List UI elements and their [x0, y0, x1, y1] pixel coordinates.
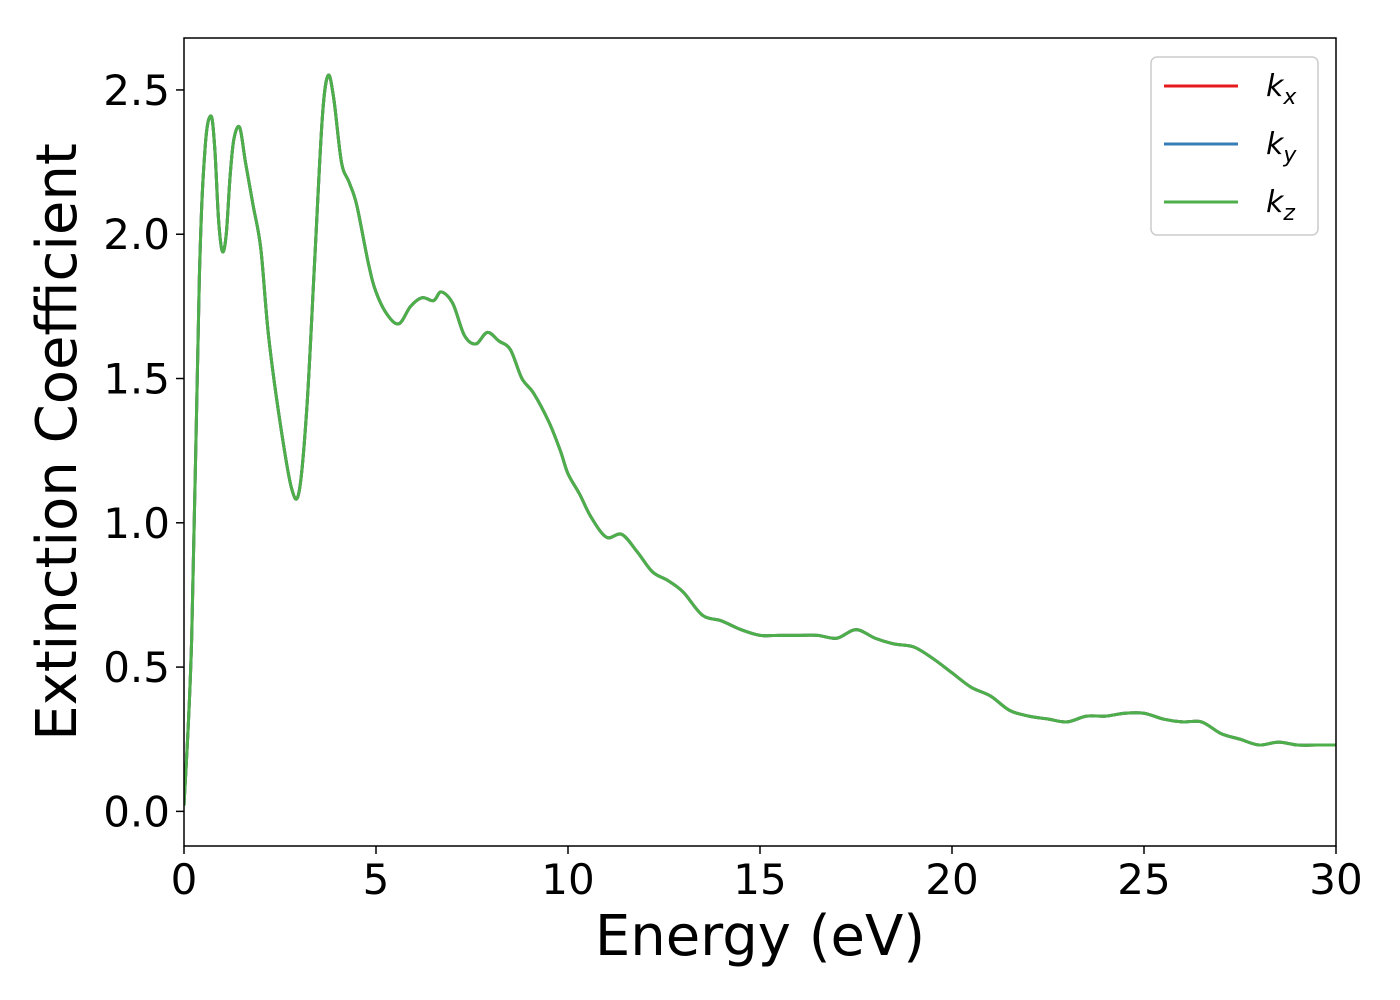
- y-tick-label: 0.0: [103, 787, 170, 836]
- x-tick-label: 5: [363, 855, 390, 904]
- x-axis-ticks: 0 5 10 15 20 25 30: [171, 846, 1363, 904]
- legend-label-subscript: y: [1282, 143, 1297, 168]
- x-tick-label: 0: [171, 855, 198, 904]
- legend-box: [1150, 56, 1319, 236]
- y-tick-label: 2.5: [103, 66, 170, 115]
- legend-label-subscript: z: [1282, 201, 1295, 226]
- y-tick-label: 1.0: [103, 499, 170, 548]
- x-tick-label: 25: [1117, 855, 1170, 904]
- legend-label-subscript: x: [1282, 85, 1297, 110]
- legend-label-ky: ky: [1266, 127, 1297, 168]
- legend-label-kz: kz: [1266, 185, 1295, 226]
- y-axis-ticks: 0.0 0.5 1.0 1.5 2.0 2.5: [103, 66, 184, 836]
- x-tick-label: 10: [541, 855, 594, 904]
- x-tick-label: 15: [733, 855, 786, 904]
- x-tick-label: 20: [925, 855, 978, 904]
- legend-label-base: k: [1266, 185, 1285, 220]
- legend-label-base: k: [1266, 127, 1285, 162]
- legend-label-base: k: [1266, 69, 1285, 104]
- series-layer: [184, 73, 1336, 806]
- x-tick-label: 30: [1309, 855, 1362, 904]
- y-tick-label: 2.0: [103, 210, 170, 259]
- series-line-kz: [184, 73, 1336, 806]
- y-tick-label: 1.5: [103, 355, 170, 404]
- y-tick-label: 0.5: [103, 643, 170, 692]
- y-axis-label: Extinction Coefficient: [25, 143, 90, 741]
- x-axis-label: Energy (eV): [595, 904, 925, 969]
- legend-label-kx: kx: [1266, 69, 1297, 110]
